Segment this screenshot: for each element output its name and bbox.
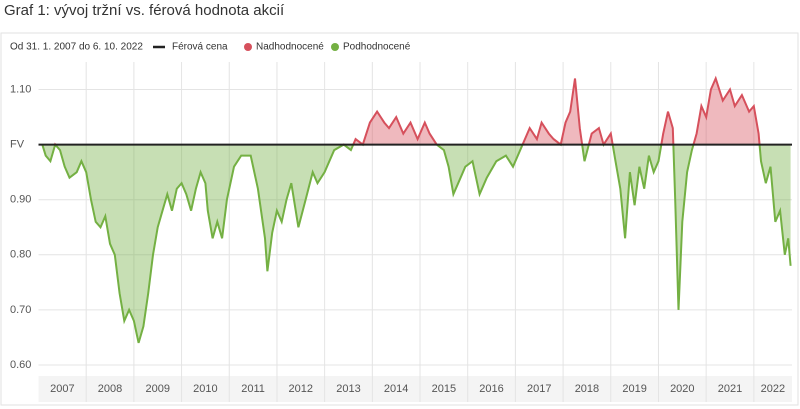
- x-tick-label: 2016: [479, 383, 503, 395]
- line: [41, 144, 792, 344]
- line: [42, 75, 761, 145]
- plot: 0.60 0.70 0.80 0.90 FV 1.10 2007 2008 2009 2010 20…: [10, 62, 792, 402]
- x-tick-label: 2013: [336, 383, 360, 395]
- y-tick-label: 0.60: [10, 359, 31, 371]
- area: [42, 144, 791, 343]
- x-tick-label: 2020: [670, 383, 694, 395]
- x-tick-label: 2017: [527, 383, 551, 395]
- subtitle: Od 31. 1. 2007 do 6. 10. 2022: [10, 42, 143, 53]
- x-axis-band: [38, 376, 792, 402]
- x-tick-label: 2021: [718, 383, 742, 395]
- chart-frame: [0, 32, 799, 406]
- x-tick-label: 2018: [575, 383, 599, 395]
- x-tick-label: 2010: [193, 383, 217, 395]
- chart-title: Graf 1: vývoj tržní vs. férová hodnota a…: [4, 2, 285, 19]
- x-tick-label: 2008: [98, 383, 122, 395]
- legend-label: Férová cena: [172, 42, 228, 53]
- legend-label: Podhodnocené: [343, 42, 411, 53]
- x-tick-label: 2015: [432, 383, 456, 395]
- y-tick-label: 0.90: [10, 194, 31, 206]
- x-tick-label: 2014: [384, 383, 408, 395]
- x-tick-label: 2022: [761, 383, 785, 395]
- y-tick-label: 0.80: [10, 249, 31, 261]
- legend-dot: [331, 43, 339, 51]
- x-tick-label: 2007: [50, 383, 74, 395]
- y-tick-label: 0.70: [10, 304, 31, 316]
- legend-label: Nadhodnocené: [256, 42, 324, 53]
- legend-dot: [244, 43, 252, 51]
- x-tick-label: 2012: [289, 383, 313, 395]
- x-tick-label: 2011: [241, 383, 265, 395]
- x-tick-label: 2009: [145, 383, 169, 395]
- y-tick-label: 1.10: [10, 83, 31, 95]
- y-tick-label: FV: [10, 139, 25, 151]
- x-tick-label: 2019: [622, 383, 646, 395]
- area: [42, 78, 760, 145]
